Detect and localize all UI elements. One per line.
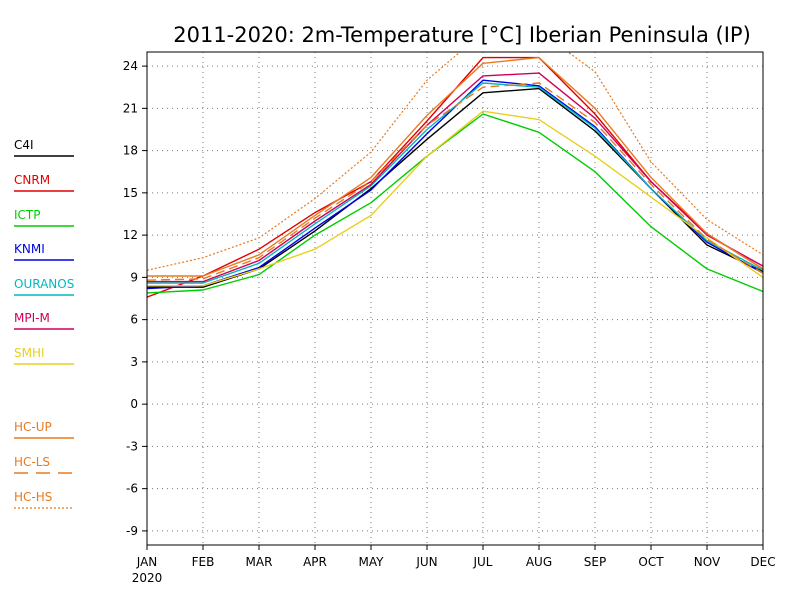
legend-label: KNMI xyxy=(14,242,45,256)
legend-label: C4I xyxy=(14,138,34,152)
series-line-c4i xyxy=(147,87,763,288)
y-tick-label: 15 xyxy=(123,186,138,200)
x-year-label: 2020 xyxy=(132,571,163,585)
y-tick-label: 9 xyxy=(130,270,138,284)
y-tick-label: 6 xyxy=(130,313,138,327)
series-line-hc-ls xyxy=(147,82,763,281)
series-line-hc-up xyxy=(147,56,763,277)
grid-lines xyxy=(147,52,763,545)
x-tick-label: DEC xyxy=(750,555,775,569)
series-line-hc-hs xyxy=(147,52,763,271)
x-tick-label: OCT xyxy=(638,555,664,569)
legend-label: OURANOS xyxy=(14,277,74,291)
x-tick-label: JUN xyxy=(415,555,437,569)
y-tick-label: 3 xyxy=(130,355,138,369)
series-line-ouranos xyxy=(147,82,763,284)
legend: C4I CNRM ICTP KNMI OURANOS MPI-M SMHI HC-UP HC-L… xyxy=(14,138,74,509)
y-tick-label: 0 xyxy=(130,397,138,411)
axes: -9 -6 -3 0 3 6 9 12 15 18 21 24 JAN FEB MAR APR MAY JUN JU… xyxy=(123,59,776,585)
y-tick-label: 18 xyxy=(123,144,138,158)
y-tick-label: 24 xyxy=(123,59,138,73)
x-tick-label: FEB xyxy=(192,555,215,569)
plot-frame xyxy=(146,51,764,546)
y-tick-label: -6 xyxy=(126,482,138,496)
legend-label: HC-LS xyxy=(14,455,50,469)
series-line-mpi-m xyxy=(147,72,763,283)
series-line-cnrm xyxy=(147,56,763,298)
legend-label: CNRM xyxy=(14,173,50,187)
chart-title: 2011-2020: 2m-Temperature [°C] Iberian P… xyxy=(173,23,751,47)
legend-label: HC-HS xyxy=(14,490,52,504)
x-tick-label: MAR xyxy=(246,555,273,569)
x-tick-label: MAY xyxy=(359,555,385,569)
series-line-knmi xyxy=(147,79,763,290)
x-tick-label: AUG xyxy=(526,555,552,569)
series-lines xyxy=(147,52,763,298)
y-tick-label: -9 xyxy=(126,524,138,538)
y-tick-label: 12 xyxy=(123,228,138,242)
legend-label: HC-UP xyxy=(14,420,52,434)
series-line-ictp xyxy=(147,113,763,294)
x-tick-label: SEP xyxy=(584,555,606,569)
series-line-smhi xyxy=(147,110,763,287)
y-tick-label: -3 xyxy=(126,439,138,453)
legend-label: SMHI xyxy=(14,346,45,360)
y-tick-label: 21 xyxy=(123,101,138,115)
x-tick-label: NOV xyxy=(694,555,721,569)
x-tick-label: JUL xyxy=(472,555,492,569)
x-tick-label: APR xyxy=(303,555,327,569)
legend-label: ICTP xyxy=(14,208,40,222)
x-tick-label: JAN xyxy=(136,555,158,569)
legend-label: MPI-M xyxy=(14,311,50,325)
